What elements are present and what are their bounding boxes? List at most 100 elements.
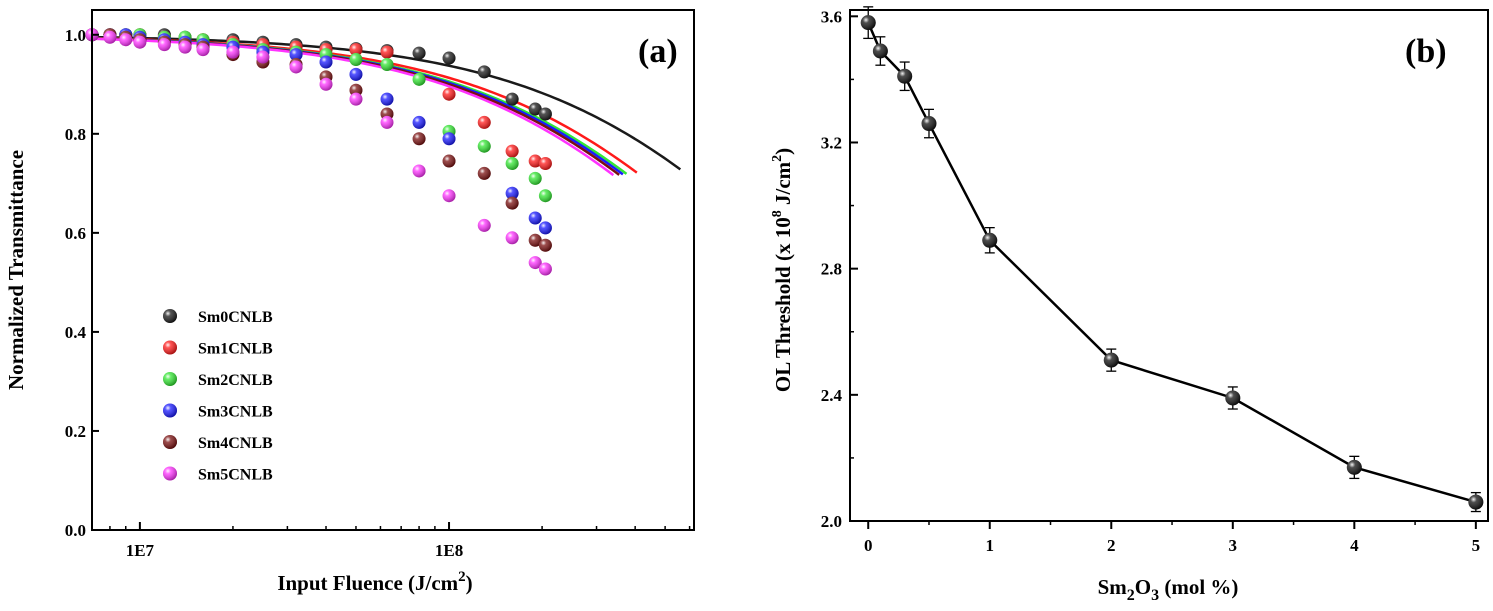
legend-label: Sm2CNLB	[198, 372, 273, 389]
y-tick-label: 2.4	[821, 386, 843, 405]
data-point-Sm1CNLB	[528, 154, 542, 168]
data-point-Sm5CNLB	[538, 262, 552, 276]
data-point-Sm0CNLB	[528, 102, 542, 116]
x-tick-label: 3	[1229, 536, 1238, 555]
data-point-Sm3CNLB	[538, 221, 552, 235]
panel-a-y-axis-title: Normalized Transmittance	[4, 150, 28, 390]
data-point-Sm4CNLB	[412, 132, 426, 146]
data-point-Sm1CNLB	[505, 144, 519, 158]
legend-label: Sm5CNLB	[198, 467, 273, 484]
threshold-point	[860, 15, 876, 31]
data-point-Sm0CNLB	[505, 92, 519, 106]
threshold-point	[1346, 459, 1362, 475]
threshold-line	[867, 22, 1477, 504]
y-tick-label: 0.4	[65, 323, 87, 342]
data-point-Sm4CNLB	[349, 83, 363, 97]
y-tick-label: 0.0	[65, 521, 86, 540]
threshold-point	[1103, 352, 1119, 368]
data-point-Sm3CNLB	[380, 92, 394, 106]
panel-b-label: (b)	[1405, 33, 1447, 70]
data-point-Sm5CNLB	[505, 231, 519, 245]
y-tick-label: 0.2	[65, 422, 86, 441]
legend-label: Sm1CNLB	[198, 341, 273, 358]
data-point-Sm1CNLB	[442, 87, 456, 101]
legend-marker-Sm0CNLB	[163, 309, 177, 323]
data-point-Sm3CNLB	[412, 115, 426, 129]
y-tick-label: 2.0	[821, 512, 842, 531]
data-point-Sm1CNLB	[380, 45, 394, 59]
x-tick-label: 1E8	[435, 541, 463, 560]
data-point-Sm5CNLB	[477, 218, 491, 232]
data-point-Sm5CNLB	[178, 40, 192, 54]
data-point-Sm5CNLB	[103, 30, 117, 44]
x-tick-label: 1E7	[126, 541, 155, 560]
data-point-Sm2CNLB	[538, 189, 552, 203]
y-tick-label: 1.0	[65, 26, 86, 45]
panel-a-label: (a)	[638, 33, 678, 70]
data-point-Sm5CNLB	[412, 164, 426, 178]
data-point-Sm2CNLB	[528, 171, 542, 185]
threshold-point	[872, 43, 888, 59]
legend-marker-Sm2CNLB	[163, 372, 177, 386]
data-point-Sm5CNLB	[133, 35, 147, 49]
data-point-Sm4CNLB	[528, 233, 542, 247]
data-point-Sm5CNLB	[256, 50, 270, 64]
x-tick-label: 4	[1350, 536, 1359, 555]
y-tick-label: 0.8	[65, 125, 86, 144]
panel-a-data-points	[85, 28, 552, 276]
data-point-Sm3CNLB	[319, 55, 333, 69]
y-tick-label: 3.2	[821, 133, 842, 152]
y-tick-label: 2.8	[821, 260, 842, 279]
panel-b-y-axis-title: OL Threshold (x 108 J/cm2)	[770, 148, 795, 392]
threshold-point	[1225, 390, 1241, 406]
y-tick-label: 0.6	[65, 224, 86, 243]
data-point-Sm3CNLB	[349, 67, 363, 81]
legend-marker-Sm3CNLB	[163, 403, 177, 418]
panel-b-frame	[849, 9, 1489, 522]
legend-marker-Sm5CNLB	[163, 466, 177, 481]
panel-a-legend: Sm0CNLB Sm1CNLB Sm2CNLB Sm3CNLB Sm4CNLB Sm5CN…	[163, 309, 273, 484]
data-point-Sm0CNLB	[412, 46, 426, 60]
data-point-Sm5CNLB	[349, 92, 363, 106]
data-point-Sm0CNLB	[477, 65, 491, 79]
data-point-Sm3CNLB	[442, 132, 456, 146]
data-point-Sm4CNLB	[442, 154, 456, 168]
data-point-Sm4CNLB	[505, 196, 519, 210]
panel-a-frame	[91, 9, 695, 531]
data-point-Sm5CNLB	[226, 45, 240, 59]
data-point-Sm5CNLB	[528, 256, 542, 270]
data-point-Sm3CNLB	[505, 186, 519, 200]
x-tick-label: 1	[986, 536, 995, 555]
data-point-Sm5CNLB	[442, 189, 456, 203]
data-point-Sm2CNLB	[505, 157, 519, 171]
data-point-Sm2CNLB	[380, 57, 394, 71]
legend-label: Sm4CNLB	[198, 435, 273, 452]
x-tick-label: 5	[1472, 536, 1481, 555]
legend-label: Sm0CNLB	[198, 309, 273, 326]
data-point-Sm5CNLB	[380, 115, 394, 129]
threshold-point	[921, 116, 937, 132]
data-point-Sm5CNLB	[119, 33, 133, 47]
panel-a-chart: 0.0 0.2 0.4 0.6 0.8 1.0 1E7 1E8 (a) Sm0CNLB Sm1C…	[4, 9, 695, 595]
panel-b-x-axis-title: Sm2O3 (mol %)	[1098, 575, 1239, 604]
data-point-Sm3CNLB	[528, 211, 542, 225]
data-point-Sm4CNLB	[538, 238, 552, 252]
data-point-Sm5CNLB	[196, 43, 210, 57]
panel-b-chart: 2.02.42.83.23.60 1 2 3 4 5 (b) Sm2O3 (mol %) …	[770, 6, 1489, 604]
threshold-point	[897, 68, 913, 84]
panel-b-axes: 2.0 2.4 2.8 3.2 3.6 0 1 2 3 4 5	[821, 7, 1480, 555]
panel-a-axes: 0.0 0.2 0.4 0.6 0.8 1.0 1E7 1E8	[65, 26, 691, 560]
legend-marker-Sm4CNLB	[163, 435, 177, 449]
legend-marker-Sm1CNLB	[163, 340, 177, 355]
x-tick-label: 2	[1107, 536, 1116, 555]
data-point-Sm4CNLB	[477, 166, 491, 180]
legend-label: Sm3CNLB	[198, 404, 273, 421]
y-tick-label: 3.6	[821, 7, 842, 26]
data-point-Sm0CNLB	[538, 107, 552, 121]
data-point-Sm2CNLB	[412, 72, 426, 86]
panel-b-line	[867, 22, 1477, 504]
data-point-Sm5CNLB	[157, 38, 171, 52]
panel-b-data-points	[860, 6, 1484, 513]
data-point-Sm1CNLB	[477, 115, 491, 129]
